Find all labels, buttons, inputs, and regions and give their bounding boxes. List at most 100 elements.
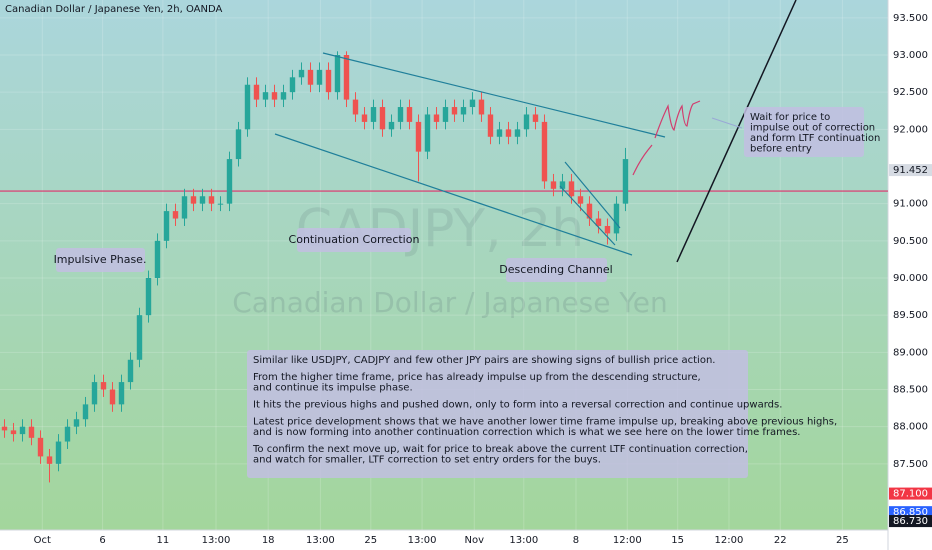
candle-body bbox=[397, 107, 404, 122]
candle-body bbox=[271, 92, 278, 100]
candle-body bbox=[73, 419, 80, 427]
candle-body bbox=[154, 240, 161, 279]
candle-body bbox=[109, 389, 116, 405]
annotation-text: Descending Channel bbox=[499, 263, 612, 276]
axes: 87.500 88.000 88.500 89.000 89.500 90.000 90.5… bbox=[34, 13, 932, 546]
note-text: and continue its impulse phase. bbox=[253, 383, 413, 394]
candle-body bbox=[460, 107, 467, 115]
wedge-bottom bbox=[559, 185, 616, 246]
projection-line bbox=[676, 0, 797, 263]
candle-body bbox=[262, 92, 269, 100]
candle-body bbox=[379, 107, 386, 130]
y-tick-label: 90.000 bbox=[893, 273, 928, 284]
price-marker-label: 87.100 bbox=[893, 489, 928, 500]
candle-body bbox=[334, 55, 341, 93]
x-tick-label: 15 bbox=[671, 535, 684, 546]
annotation-box bbox=[297, 228, 411, 252]
candle-body bbox=[19, 426, 26, 435]
callout-text: before entry bbox=[750, 144, 812, 155]
candle-body bbox=[82, 404, 89, 420]
y-tick-label: 91.000 bbox=[893, 199, 928, 210]
x-tick-label: 12:00 bbox=[613, 535, 642, 546]
y-tick-label: 90.500 bbox=[893, 236, 928, 247]
annotation-boxes: Impulsive Phase. Continuation Correction… bbox=[54, 107, 864, 478]
candle-body bbox=[541, 121, 548, 182]
projected-path bbox=[632, 100, 701, 176]
note-box bbox=[247, 350, 748, 478]
candle-body bbox=[127, 359, 134, 383]
channel-bottom bbox=[274, 133, 633, 256]
candle-body bbox=[307, 69, 314, 85]
y-tick-label: 89.000 bbox=[893, 347, 928, 358]
callout-text: Wait for price to bbox=[750, 112, 830, 123]
candle-body bbox=[343, 55, 350, 100]
candle-body bbox=[55, 441, 62, 464]
candle-body bbox=[370, 107, 377, 122]
candle-body bbox=[10, 430, 17, 435]
candle-body bbox=[496, 129, 503, 137]
candle-body bbox=[478, 99, 485, 115]
y-tick-label: 88.500 bbox=[893, 385, 928, 396]
candle-body bbox=[226, 159, 233, 204]
candle-body bbox=[424, 114, 431, 152]
note-text: Latest price development shows that we h… bbox=[253, 417, 837, 428]
candle-body bbox=[253, 84, 260, 100]
candle-body bbox=[487, 114, 494, 137]
candle-body bbox=[442, 107, 449, 122]
candle-body bbox=[451, 107, 458, 115]
x-tick-label: 25 bbox=[364, 535, 377, 546]
candle-body bbox=[289, 77, 296, 93]
candle-body bbox=[352, 99, 359, 115]
price-axis bbox=[888, 0, 932, 550]
channel-top bbox=[322, 52, 666, 138]
candle-body bbox=[316, 69, 323, 85]
candle-body bbox=[217, 203, 224, 205]
candle-body bbox=[64, 426, 71, 442]
note-text: and is now forming into another continua… bbox=[253, 427, 800, 438]
y-tick-label: 88.000 bbox=[893, 422, 928, 433]
x-tick-label: 13:00 bbox=[202, 535, 231, 546]
candle-body bbox=[244, 84, 251, 130]
x-tick-label: Nov bbox=[465, 535, 485, 546]
annotation-text: Impulsive Phase. bbox=[54, 253, 147, 266]
candle-body bbox=[1, 426, 8, 431]
price-marker bbox=[889, 487, 932, 500]
callout-text: and form LTF continuation bbox=[750, 133, 880, 144]
x-tick-label: 13:00 bbox=[306, 535, 335, 546]
note-text: and watch for smaller, LTF correction to… bbox=[253, 455, 601, 466]
x-tick-label: 11 bbox=[157, 535, 170, 546]
candle-body bbox=[622, 159, 629, 204]
x-tick-label: 22 bbox=[774, 535, 787, 546]
note-text: To confirm the next move up, wait for pr… bbox=[252, 444, 748, 455]
annotation-box bbox=[56, 248, 145, 272]
candle-body bbox=[523, 114, 530, 130]
wedge-top bbox=[564, 161, 621, 229]
y-tick-label: 93.000 bbox=[893, 50, 928, 61]
x-tick-label: 18 bbox=[262, 535, 275, 546]
candle-body bbox=[568, 181, 575, 197]
candle-body bbox=[199, 196, 206, 204]
candle-body bbox=[298, 69, 305, 78]
candle-body bbox=[172, 211, 179, 219]
candle-body bbox=[577, 196, 584, 204]
candle-body bbox=[136, 315, 143, 360]
candle-body bbox=[280, 92, 287, 100]
candle-body bbox=[325, 69, 332, 93]
x-tick-label: 13:00 bbox=[408, 535, 437, 546]
candle-body bbox=[235, 129, 242, 160]
price-marker-label: 86.730 bbox=[893, 516, 928, 527]
candle-body bbox=[433, 114, 440, 122]
callout-pointer bbox=[711, 117, 743, 129]
candle-body bbox=[190, 196, 197, 204]
callout-text: impulse out of correction bbox=[750, 123, 875, 134]
candle-body bbox=[181, 196, 188, 219]
note-text: From the higher time frame, price has al… bbox=[253, 372, 701, 383]
note-text: Similar like USDJPY, CADJPY and few othe… bbox=[253, 355, 715, 366]
candle-body bbox=[514, 129, 521, 137]
y-tick-label: 92.500 bbox=[893, 87, 928, 98]
candle-body bbox=[550, 181, 557, 189]
candle-body bbox=[469, 99, 476, 108]
candle-body bbox=[613, 203, 620, 234]
y-tick-label: 92.000 bbox=[893, 124, 928, 135]
